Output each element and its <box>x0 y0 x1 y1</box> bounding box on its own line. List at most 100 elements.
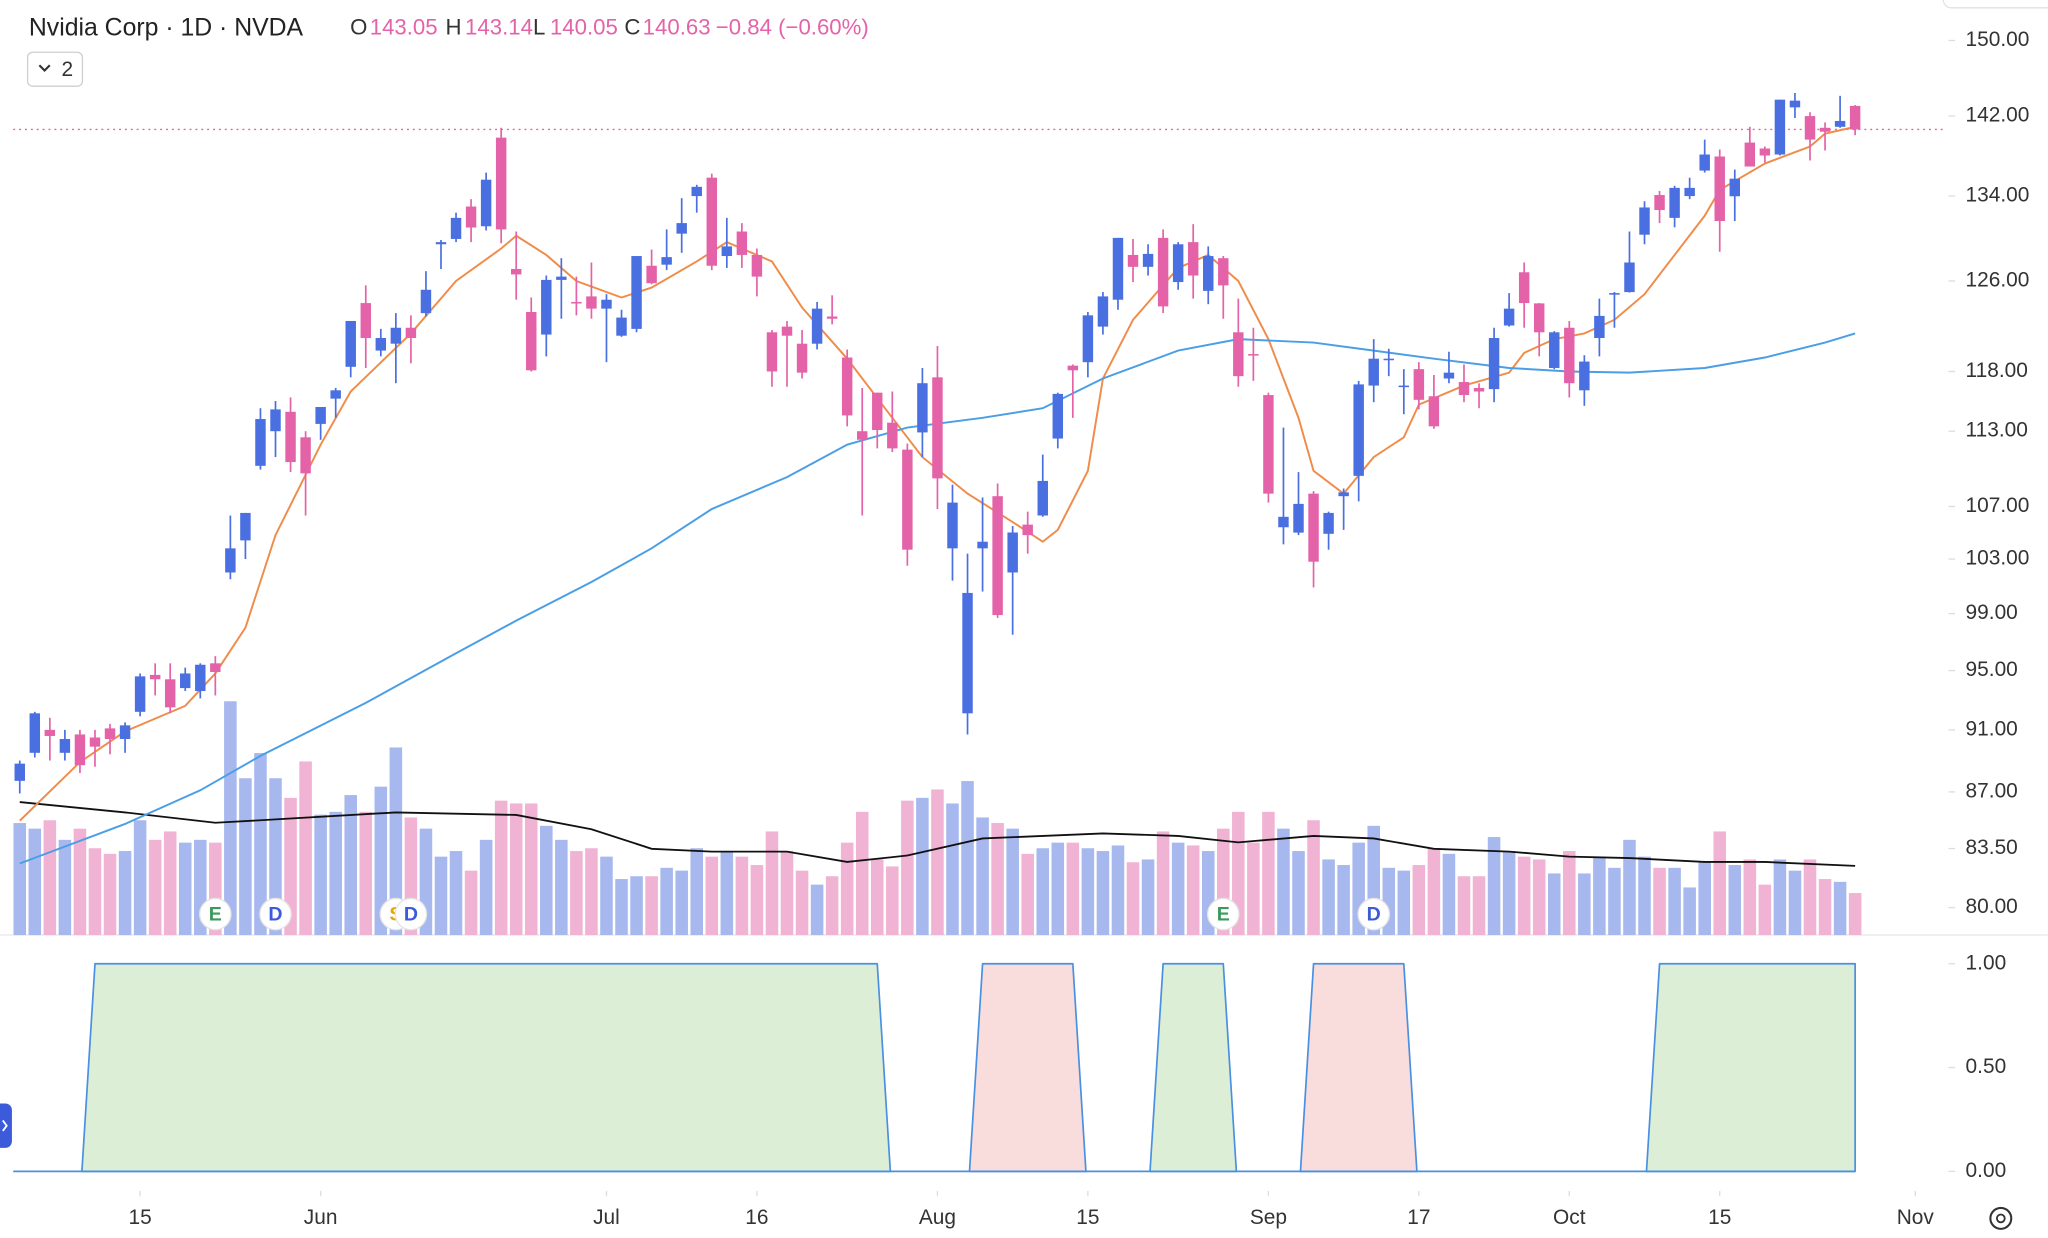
candle-body <box>1488 337 1500 390</box>
collapse-button-box[interactable] <box>26 51 84 87</box>
candle-body <box>556 276 567 280</box>
candle-body <box>902 449 913 550</box>
event-badge[interactable]: D <box>259 897 292 931</box>
corner-button[interactable] <box>1942 0 2048 9</box>
candle-body <box>1789 100 1801 108</box>
volume-bar <box>524 803 538 936</box>
event-badge[interactable]: D <box>1357 897 1391 931</box>
candle-body <box>1037 480 1048 516</box>
candle-body <box>495 137 507 230</box>
y-tick-label: 87.00 <box>1966 779 2018 802</box>
candle-body <box>1338 492 1349 497</box>
event-badge[interactable]: E <box>199 897 232 931</box>
volume-bar <box>103 853 117 936</box>
candle-body <box>164 679 176 708</box>
volume-bar <box>299 761 312 936</box>
volume-bar <box>359 811 373 936</box>
candle-body <box>1293 503 1304 533</box>
candle-body <box>285 411 296 463</box>
x-tick-label: Nov <box>1897 1206 1935 1229</box>
ohlc-letter: C <box>624 15 640 40</box>
indicator-pane <box>13 962 1856 1173</box>
volume-bar <box>1593 856 1606 936</box>
volume-bar <box>43 820 57 936</box>
volume-bar <box>374 786 388 936</box>
event-badge[interactable]: D <box>394 897 428 931</box>
candle-body <box>826 316 838 319</box>
volume-bar <box>344 795 357 936</box>
volume-bar <box>1307 820 1320 936</box>
volume-bar <box>284 797 297 936</box>
volume-bar <box>133 820 147 936</box>
candle-body <box>1157 237 1169 307</box>
candle-body <box>1127 254 1139 267</box>
candle-body <box>1533 303 1545 333</box>
candle-body <box>1518 272 1530 304</box>
candle-body <box>1112 237 1124 300</box>
volume-bar <box>494 800 508 936</box>
x-tick-label: 15 <box>1708 1206 1731 1229</box>
candle-body <box>1218 258 1229 286</box>
candle-body <box>706 177 718 266</box>
ohlc-value: 140.05 <box>550 15 618 40</box>
x-tick-label: 17 <box>1407 1206 1430 1229</box>
event-circle <box>259 897 292 931</box>
y-tick-label: 99.00 <box>1966 601 2018 624</box>
volume-bar <box>1743 859 1757 936</box>
candle-body <box>1549 332 1560 368</box>
volume-bar <box>1608 867 1621 936</box>
y-tick-label: 0.00 <box>1966 1159 2007 1182</box>
volume-bar <box>1186 845 1200 936</box>
volume-bar <box>118 851 132 936</box>
volume-bar <box>509 803 523 936</box>
candle-body <box>1759 148 1771 156</box>
volume-bar <box>750 865 764 936</box>
volume-bar <box>1442 853 1456 936</box>
ohlc-letter: O <box>350 15 367 40</box>
event-badge[interactable]: E <box>1206 897 1240 931</box>
candle-body <box>1639 207 1650 235</box>
candle-body <box>766 332 778 372</box>
volume-bar <box>931 789 944 936</box>
volume-bar <box>1141 859 1155 936</box>
candle-body <box>932 377 943 479</box>
candle-body <box>375 337 387 351</box>
volume-bar <box>178 842 192 936</box>
candle-body <box>210 663 221 673</box>
volume-bar <box>1427 848 1441 936</box>
volume-bar <box>239 778 252 936</box>
candle-body <box>1278 516 1289 528</box>
volume-bar <box>1818 879 1832 936</box>
candle-body <box>1082 315 1094 363</box>
candle-body <box>1804 116 1816 140</box>
candle-body <box>119 725 131 740</box>
volume-bar <box>991 823 1004 936</box>
candle-body <box>270 409 281 432</box>
volume-bar <box>555 839 568 936</box>
candle-body <box>1233 332 1244 377</box>
volume-bar <box>464 870 478 936</box>
volume-pane: EDSDED <box>13 701 1862 936</box>
x-tick-label: Jun <box>304 1206 338 1229</box>
symbol-title: Nvidia Corp · 1D · NVDA <box>29 14 304 41</box>
candle-body <box>1172 244 1184 283</box>
volume-bar <box>1502 851 1516 936</box>
collapse-button[interactable]: 2 <box>26 51 84 87</box>
candle-body <box>631 256 642 329</box>
candle-body <box>1097 296 1109 327</box>
candle-body <box>751 254 763 277</box>
candle-body <box>1729 178 1741 197</box>
candle-body <box>526 311 537 371</box>
volume-bar <box>1322 859 1335 936</box>
candle-body <box>691 186 702 197</box>
volume-bar <box>1653 867 1666 936</box>
x-tick-label: Sep <box>1250 1206 1287 1229</box>
candle-body <box>255 419 266 466</box>
settings-icon[interactable] <box>1989 1206 2013 1230</box>
left-tab[interactable] <box>0 1103 12 1148</box>
candle-body <box>89 737 101 747</box>
volume-bar <box>1698 862 1711 936</box>
candle-body <box>1383 358 1394 361</box>
